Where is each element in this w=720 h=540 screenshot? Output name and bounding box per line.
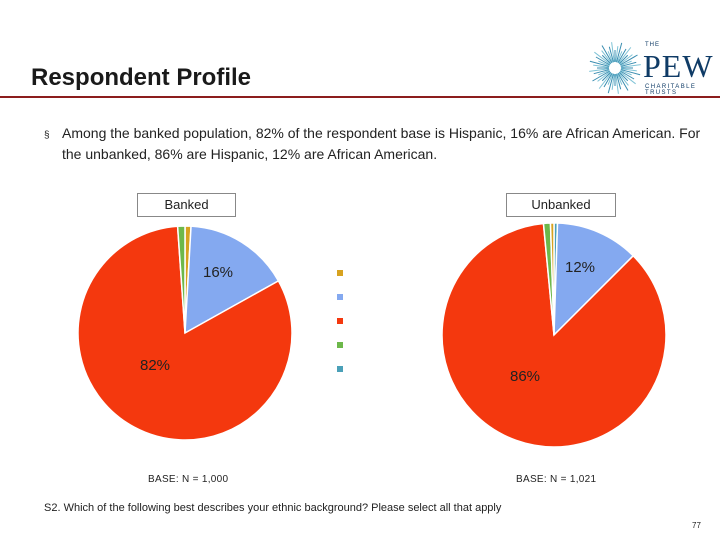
logo-ray bbox=[611, 42, 615, 63]
unbanked-pie-slice bbox=[549, 222, 555, 336]
logo-ray bbox=[615, 73, 619, 94]
logo-ray bbox=[618, 71, 629, 82]
logo-ray bbox=[620, 64, 641, 68]
logo-ray bbox=[607, 73, 614, 85]
logo-ray bbox=[620, 61, 637, 67]
legend-swatch bbox=[337, 342, 343, 348]
banked-pie-slice bbox=[176, 225, 186, 334]
slide-title: Respondent Profile bbox=[31, 64, 252, 91]
logo-ray bbox=[597, 71, 611, 82]
logo-ray bbox=[616, 73, 622, 90]
logo-ray bbox=[616, 51, 623, 63]
summary-bullet: § Among the banked population, 82% of the… bbox=[44, 124, 720, 164]
logo-ray bbox=[615, 46, 619, 63]
unbanked-pie-slice bbox=[553, 222, 635, 337]
logo-ray bbox=[617, 72, 629, 91]
logo-ray bbox=[598, 69, 610, 76]
unbanked-pie-slice bbox=[441, 222, 667, 448]
logo-ray bbox=[619, 70, 635, 80]
logo-ray bbox=[598, 72, 612, 89]
logo-ray bbox=[595, 56, 611, 66]
banked-pie-data-label: 16% bbox=[203, 264, 233, 281]
banked-chart-title: Banked bbox=[137, 193, 236, 217]
logo-name-text: PEW bbox=[643, 48, 714, 84]
logo-ray bbox=[601, 71, 612, 82]
survey-question: S2. Which of the following best describe… bbox=[44, 502, 502, 514]
banked-pie-slice bbox=[184, 225, 280, 335]
logo-ray bbox=[620, 69, 641, 76]
logo-ray bbox=[616, 42, 623, 63]
banked-pie-data-label: 82% bbox=[140, 357, 170, 374]
summary-text: Among the banked population, 82% of the … bbox=[62, 125, 701, 162]
title-rule bbox=[0, 96, 720, 98]
logo-ray bbox=[620, 68, 637, 72]
logo-ray bbox=[601, 50, 612, 64]
logo-ray bbox=[607, 51, 614, 63]
logo-ray bbox=[617, 48, 627, 64]
banked-pie-slice bbox=[77, 225, 293, 441]
logo-ray bbox=[601, 54, 612, 65]
unbanked-chart-title: Unbanked bbox=[506, 193, 616, 217]
bullet-icon: § bbox=[44, 130, 50, 141]
logo-ray bbox=[618, 72, 629, 86]
logo-ray bbox=[593, 69, 610, 75]
legend-swatch bbox=[337, 366, 343, 372]
logo-ray bbox=[618, 54, 629, 65]
logo-ray bbox=[594, 51, 611, 65]
logo-ray bbox=[620, 69, 632, 76]
logo-ray bbox=[619, 54, 638, 66]
logo-ray bbox=[608, 46, 614, 63]
logo-subtitle-text: CHARITABLE TRUSTS bbox=[645, 84, 697, 96]
logo-ray bbox=[607, 73, 614, 94]
logo-ray bbox=[593, 64, 610, 68]
unbanked-pie-data-label: 86% bbox=[510, 368, 540, 385]
logo-ray bbox=[620, 60, 632, 67]
logo-ray bbox=[601, 45, 613, 64]
unbanked-pie-data-label: 12% bbox=[565, 259, 595, 276]
logo-ray bbox=[598, 60, 610, 67]
logo-ray bbox=[616, 73, 623, 85]
unbanked-base-note: BASE: N = 1,021 bbox=[516, 474, 597, 485]
pew-logo-icon bbox=[589, 42, 641, 94]
logo-ray bbox=[603, 72, 613, 88]
logo-ray bbox=[611, 73, 615, 90]
logo-ray bbox=[589, 68, 610, 72]
legend-swatch bbox=[337, 318, 343, 324]
logo-ray bbox=[592, 70, 611, 82]
logo-ray bbox=[589, 60, 610, 67]
banked-base-note: BASE: N = 1,000 bbox=[148, 474, 229, 485]
legend-swatch bbox=[337, 270, 343, 276]
logo-ray bbox=[618, 47, 632, 64]
legend-swatch bbox=[337, 294, 343, 300]
logo-ray bbox=[619, 71, 636, 85]
page-number: 77 bbox=[692, 521, 701, 530]
logo-the-text: THE bbox=[645, 42, 660, 48]
logo-ray bbox=[619, 54, 633, 65]
